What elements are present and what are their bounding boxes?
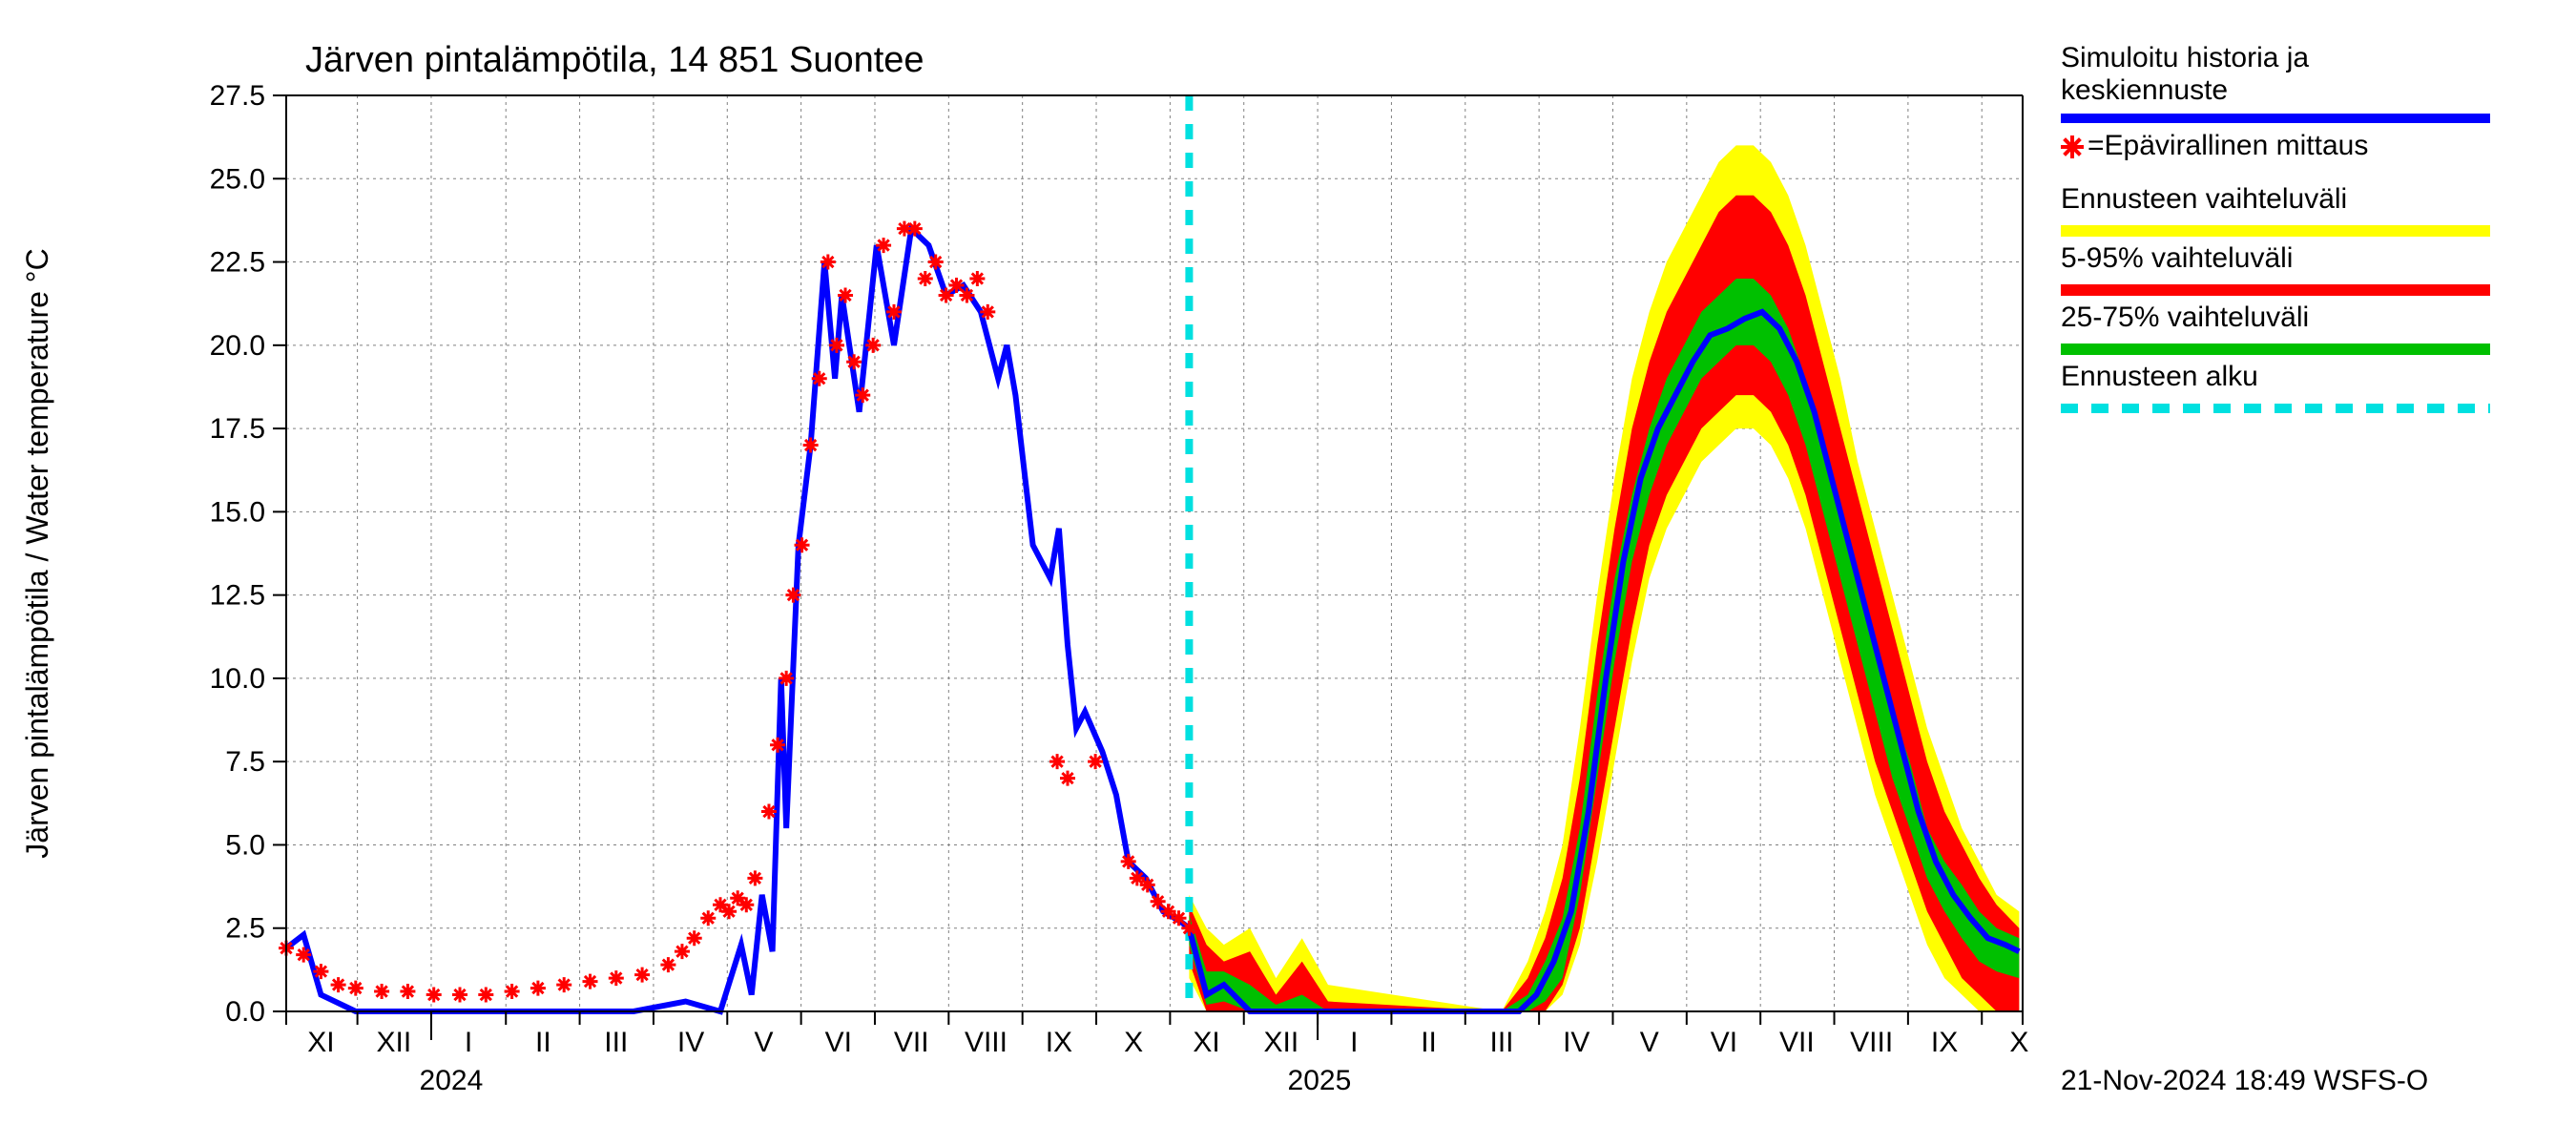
- x-month-label: VI: [825, 1027, 852, 1058]
- x-month-label: VI: [1711, 1027, 1737, 1058]
- legend-label: Ennusteen alku: [2061, 361, 2258, 392]
- legend-label: =Epävirallinen mittaus: [2088, 130, 2368, 161]
- x-month-label: V: [1640, 1027, 1659, 1058]
- x-month-label: VIII: [1850, 1027, 1893, 1058]
- x-month-label: X: [1124, 1027, 1143, 1058]
- y-tick-label: 7.5: [225, 746, 265, 778]
- timestamp: 21-Nov-2024 18:49 WSFS-O: [2061, 1065, 2428, 1096]
- measurements: [279, 221, 1196, 1003]
- y-axis-label: Järven pintalämpötila / Water temperatur…: [20, 248, 54, 858]
- y-tick-label: 0.0: [225, 996, 265, 1028]
- y-tick-label: 25.0: [210, 163, 265, 195]
- x-month-label: I: [465, 1027, 472, 1058]
- legend: Simuloitu historia jakeskiennuste =Epävir…: [2061, 42, 2490, 408]
- x-year-label: 2024: [420, 1065, 484, 1096]
- x-month-label: I: [1350, 1027, 1358, 1058]
- y-tick-label: 17.5: [210, 413, 265, 445]
- x-month-label: XII: [376, 1027, 411, 1058]
- legend-label: 25-75% vaihteluväli: [2061, 302, 2309, 333]
- y-tick-label: 27.5: [210, 80, 265, 112]
- x-month-label: IV: [1563, 1027, 1589, 1058]
- x-month-label: IX: [1046, 1027, 1072, 1058]
- band-outer: [1189, 145, 2019, 1011]
- x-month-label: XI: [1193, 1027, 1219, 1058]
- y-tick-label: 12.5: [210, 580, 265, 612]
- x-month-label: III: [1489, 1027, 1513, 1058]
- x-month-label: VII: [1779, 1027, 1815, 1058]
- chart-title: Järven pintalämpötila, 14 851 Suontee: [305, 40, 924, 80]
- y-tick-label: 20.0: [210, 330, 265, 362]
- x-month-label: VII: [894, 1027, 929, 1058]
- legend-label: keskiennuste: [2061, 74, 2228, 106]
- x-month-label: XII: [1264, 1027, 1299, 1058]
- legend-label: 5-95% vaihteluväli: [2061, 242, 2293, 274]
- x-month-label: V: [754, 1027, 773, 1058]
- x-month-label: II: [1421, 1027, 1437, 1058]
- legend-label: Simuloitu historia ja: [2061, 42, 2309, 73]
- x-month-label: XI: [307, 1027, 334, 1058]
- y-tick-label: 22.5: [210, 247, 265, 279]
- x-month-label: VIII: [965, 1027, 1008, 1058]
- x-month-label: IV: [677, 1027, 704, 1058]
- y-tick-label: 2.5: [225, 913, 265, 945]
- y-tick-label: 10.0: [210, 663, 265, 695]
- chart-svg: Järven pintalämpötila / Water temperatur…: [0, 0, 2576, 1145]
- y-tick-label: 15.0: [210, 496, 265, 528]
- x-year-label: 2025: [1288, 1065, 1352, 1096]
- x-month-label: III: [604, 1027, 628, 1058]
- x-month-label: X: [2009, 1027, 2028, 1058]
- chart-container: Järven pintalämpötila / Water temperatur…: [0, 0, 2576, 1145]
- x-month-label: II: [535, 1027, 551, 1058]
- legend-label: Ennusteen vaihteluväli: [2061, 183, 2347, 215]
- band-5-95: [1189, 196, 2019, 1011]
- x-month-label: IX: [1931, 1027, 1958, 1058]
- y-tick-label: 5.0: [225, 829, 265, 861]
